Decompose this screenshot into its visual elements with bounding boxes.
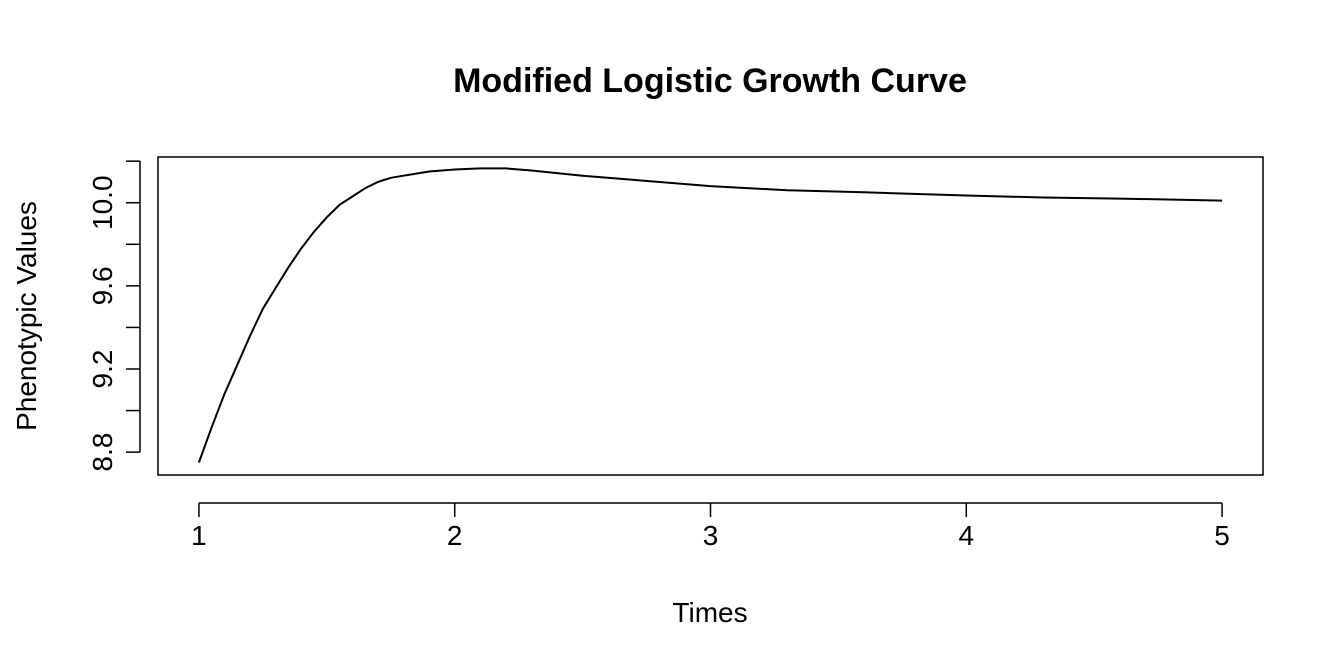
x-axis: 1 2 3 4 5: [191, 502, 1230, 551]
y-tick-label: 9.6: [87, 266, 118, 305]
x-tick-label: 2: [447, 520, 463, 551]
y-tick-label: 8.8: [87, 433, 118, 472]
plot-frame: [157, 156, 1264, 476]
chart-title: Modified Logistic Growth Curve: [453, 62, 967, 100]
y-axis-label: Phenotypic Values: [11, 201, 42, 431]
x-tick-label: 5: [1214, 520, 1230, 551]
x-tick-label: 1: [191, 520, 207, 551]
x-tick-label: 4: [958, 520, 974, 551]
series-layer: [197, 167, 1223, 463]
y-tick-label: 9.2: [87, 350, 118, 389]
y-tick-label: 10.0: [87, 175, 118, 230]
x-axis-label: Times: [672, 597, 747, 628]
series-line: [197, 167, 1223, 463]
y-axis: 8.8 9.2 9.6 10.0: [87, 160, 141, 472]
x-tick-label: 3: [703, 520, 719, 551]
